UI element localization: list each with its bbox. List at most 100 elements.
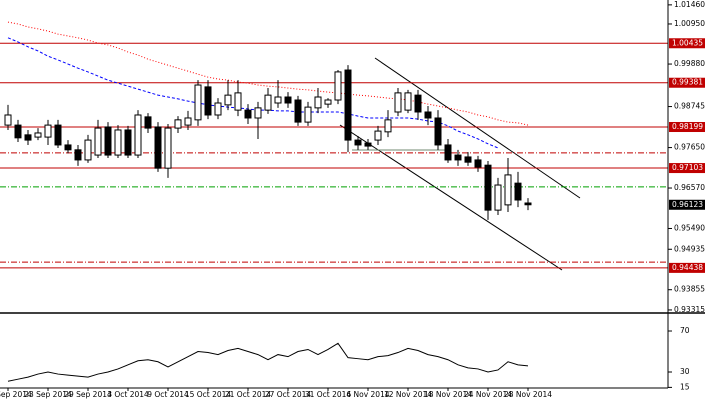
y-tick-label: 0.95490 bbox=[674, 223, 705, 232]
last-price-box bbox=[669, 199, 705, 210]
candle-body bbox=[504, 174, 512, 206]
candle-body bbox=[114, 129, 122, 156]
candle-body bbox=[4, 114, 12, 126]
y-tick-label: 30 bbox=[680, 367, 690, 376]
candle-body bbox=[184, 117, 192, 126]
candle-body bbox=[274, 96, 282, 104]
candle-body bbox=[244, 109, 252, 119]
candle-body bbox=[214, 102, 222, 116]
candle-body bbox=[64, 144, 72, 151]
candle-body bbox=[234, 92, 242, 111]
candle-body bbox=[514, 182, 522, 201]
y-tick-label: 0.96570 bbox=[674, 183, 705, 192]
candle-body bbox=[144, 116, 152, 129]
x-tick-label: 29 Sep 2014 bbox=[64, 390, 112, 399]
candle-body bbox=[324, 99, 332, 105]
candle-body bbox=[464, 156, 472, 163]
candle-body bbox=[104, 126, 112, 156]
x-tick-label: 31 Oct 2014 bbox=[305, 390, 352, 399]
level-label: 0.99381 bbox=[672, 78, 703, 87]
last-price-label: 0.96123 bbox=[672, 200, 703, 209]
candle-body bbox=[364, 142, 372, 147]
candle-body bbox=[424, 111, 432, 119]
candle-body bbox=[444, 144, 452, 161]
candle-body bbox=[34, 132, 42, 138]
candle-body bbox=[454, 154, 462, 161]
candle-body bbox=[124, 129, 132, 156]
candle-body bbox=[474, 159, 482, 168]
candle-body bbox=[344, 69, 352, 141]
candle-body bbox=[314, 96, 322, 109]
x-tick-label: 6 Nov 2014 bbox=[346, 390, 389, 399]
x-tick-label: 3 Oct 2014 bbox=[107, 390, 149, 399]
candle-body bbox=[254, 107, 262, 119]
level-label-box bbox=[669, 262, 705, 273]
candle-body bbox=[384, 119, 392, 133]
x-tick-label: 17 Sep 2014 bbox=[0, 390, 32, 399]
y-tick-label: 0.93315 bbox=[674, 305, 705, 314]
x-tick-label: 12 Nov 2014 bbox=[384, 390, 432, 399]
candle-body bbox=[134, 114, 142, 156]
candle-body bbox=[194, 84, 202, 121]
oscillator-line bbox=[7, 342, 529, 382]
level-label-box bbox=[669, 163, 705, 174]
y-tick-label: 1.01460 bbox=[674, 0, 705, 9]
price-panel bbox=[0, 21, 668, 271]
x-tick-label: 18 Nov 2014 bbox=[424, 390, 472, 399]
y-tick-label: 0.97650 bbox=[674, 143, 705, 152]
x-tick-label: 15 Oct 2014 bbox=[185, 390, 232, 399]
trend-line bbox=[374, 57, 581, 199]
moving-average bbox=[7, 37, 499, 149]
x-tick-label: 24 Nov 2014 bbox=[464, 390, 512, 399]
level-label: 0.98199 bbox=[672, 122, 703, 131]
candle-body bbox=[154, 126, 162, 169]
candle-body bbox=[404, 92, 412, 111]
candle-body bbox=[334, 71, 342, 101]
y-tick-label: 0.94935 bbox=[674, 244, 705, 253]
oscillator-panel bbox=[7, 342, 529, 382]
trend-line bbox=[339, 124, 563, 271]
y-tick-label: 0.98745 bbox=[674, 102, 705, 111]
candle-body bbox=[84, 139, 92, 161]
candle-body bbox=[304, 106, 312, 123]
y-tick-label: 0.93855 bbox=[674, 285, 705, 294]
candle-body bbox=[174, 119, 182, 129]
x-tick-label: 28 Nov 2014 bbox=[504, 390, 552, 399]
x-tick-label: 27 Oct 2014 bbox=[265, 390, 312, 399]
y-tick-label: 0.99880 bbox=[674, 59, 705, 68]
candle-body bbox=[94, 127, 102, 156]
level-label: 0.97103 bbox=[672, 163, 703, 172]
level-label: 0.94438 bbox=[672, 263, 703, 272]
candle-body bbox=[204, 86, 212, 116]
x-tick-label: 21 Oct 2014 bbox=[225, 390, 272, 399]
y-tick-label: 1.00950 bbox=[674, 19, 705, 28]
candle-body bbox=[54, 124, 62, 146]
candle-body bbox=[374, 130, 382, 141]
level-label: 1.00435 bbox=[672, 38, 703, 47]
candle-body bbox=[264, 94, 272, 111]
candle-body bbox=[354, 139, 362, 146]
candle-body bbox=[284, 96, 292, 104]
candle-body bbox=[74, 149, 82, 161]
candle-body bbox=[524, 202, 532, 206]
candle-body bbox=[224, 94, 232, 106]
candle-body bbox=[414, 94, 422, 113]
candle-body bbox=[394, 92, 402, 113]
candle-body bbox=[484, 164, 492, 211]
candle-body bbox=[494, 184, 502, 211]
candle-body bbox=[294, 99, 302, 123]
candle-body bbox=[44, 124, 52, 138]
candle-body bbox=[164, 127, 172, 169]
candle-body bbox=[14, 124, 22, 139]
y-tick-label: 70 bbox=[680, 326, 690, 335]
level-label-box bbox=[669, 122, 705, 133]
level-label-box bbox=[669, 77, 705, 88]
x-tick-label: 23 Sep 2014 bbox=[24, 390, 72, 399]
candle-body bbox=[434, 117, 442, 146]
y-tick-label: 15 bbox=[680, 382, 690, 391]
candle-body bbox=[24, 134, 32, 141]
level-label-box bbox=[669, 38, 705, 49]
